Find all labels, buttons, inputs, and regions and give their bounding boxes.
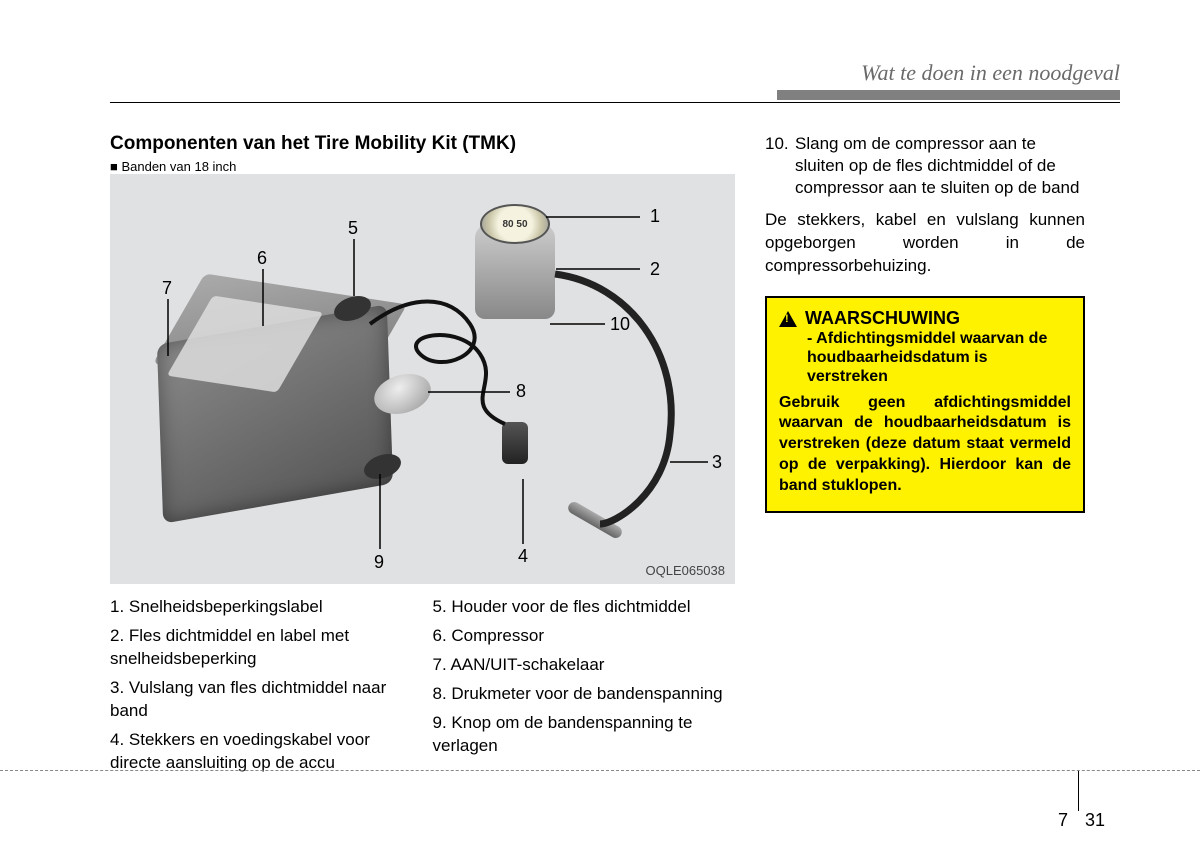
- page-number: 31: [1085, 810, 1105, 831]
- list-num: 10.: [765, 133, 795, 199]
- callout-2: 2: [650, 259, 660, 280]
- warning-box: WAARSCHUWING - Afdichtingsmiddel waarvan…: [765, 296, 1085, 513]
- subtitle: ■ Banden van 18 inch: [110, 159, 735, 174]
- callout-7: 7: [162, 278, 172, 299]
- crop-mark-line: [0, 770, 1200, 771]
- chapter-header: Wat te doen in een noodgeval: [110, 60, 1120, 86]
- legend: 1. Snelheidsbeperkingslabel 2. Fles dich…: [110, 596, 735, 781]
- legend-item: 9. Knop om de bandenspanning te verlagen: [433, 712, 736, 758]
- section-title: Componenten van het Tire Mobility Kit (T…: [110, 133, 735, 155]
- warning-title: WAARSCHUWING: [805, 308, 960, 329]
- warning-subtitle: - Afdichtingsmiddel waarvan de houdbaarh…: [779, 329, 1071, 387]
- storage-note: De stekkers, kabel en vulslang kunnen op…: [765, 209, 1085, 278]
- page-footer: 7 31: [1058, 810, 1105, 831]
- legend-item: 1. Snelheidsbeperkingslabel: [110, 596, 413, 619]
- chapter-number: 7: [1058, 810, 1068, 831]
- callout-9: 9: [374, 552, 384, 573]
- callout-10: 10: [610, 314, 630, 335]
- callout-4: 4: [518, 546, 528, 567]
- speed-limit-sticker: 80 50: [480, 204, 550, 244]
- header-bar: [777, 90, 1120, 100]
- callout-1: 1: [650, 206, 660, 227]
- legend-item: 8. Drukmeter voor de bandenspanning: [433, 683, 736, 706]
- callout-8: 8: [516, 381, 526, 402]
- list-text: Slang om de compressor aan te sluiten op…: [795, 133, 1085, 199]
- legend-item: 2. Fles dichtmiddel en label met snelhei…: [110, 625, 413, 671]
- legend-item: 5. Houder voor de fles dichtmiddel: [433, 596, 736, 619]
- legend-item: 3. Vulslang van fles dichtmiddel naar ba…: [110, 677, 413, 723]
- tmk-diagram: 80 50: [110, 174, 735, 584]
- warning-body: Gebruik geen afdichtingsmiddel waarvan d…: [779, 393, 1071, 497]
- hose-connector: [566, 500, 624, 540]
- header-rule: [110, 102, 1120, 103]
- diagram-code: OQLE065038: [645, 563, 725, 578]
- callout-6: 6: [257, 248, 267, 269]
- legend-item: 7. AAN/UIT-schakelaar: [433, 654, 736, 677]
- warning-triangle-icon: [779, 311, 797, 327]
- legend-item: 4. Stekkers en voedingskabel voor direct…: [110, 729, 413, 775]
- callout-3: 3: [712, 452, 722, 473]
- footer-divider: [1078, 771, 1079, 811]
- callout-5: 5: [348, 218, 358, 239]
- legend-item: 6. Compressor: [433, 625, 736, 648]
- power-plug: [502, 422, 528, 464]
- list-item-10: 10. Slang om de compressor aan te sluite…: [765, 133, 1085, 199]
